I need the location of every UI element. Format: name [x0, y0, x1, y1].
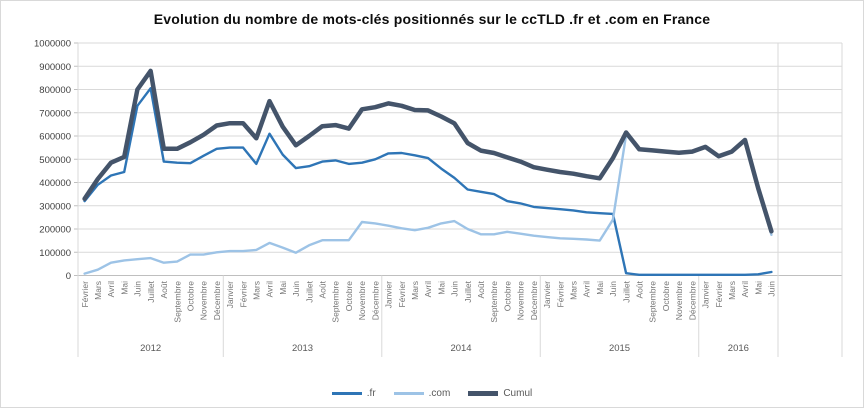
- month-label: Juin: [450, 281, 460, 297]
- y-axis-label: 900000: [39, 62, 71, 73]
- month-label: Janvier: [384, 281, 394, 309]
- month-label: Septembre: [648, 281, 658, 323]
- month-label: Février: [397, 281, 407, 308]
- month-label: Novembre: [357, 281, 367, 320]
- series-line-com: [83, 133, 773, 275]
- year-label: 2015: [609, 343, 630, 354]
- month-label: Juillet: [621, 280, 631, 302]
- series-line-Cumul: [82, 68, 774, 234]
- y-axis-label: 100000: [39, 248, 71, 259]
- month-label: Février: [555, 281, 565, 308]
- month-label: Juin: [608, 281, 618, 297]
- month-label: Juin: [133, 281, 143, 297]
- month-label: Juin: [767, 281, 777, 297]
- year-label: 2016: [728, 343, 749, 354]
- month-label: Septembre: [172, 281, 182, 323]
- com-line-swatch: [393, 392, 424, 395]
- y-axis-label: 200000: [39, 225, 71, 236]
- year-label: 2013: [292, 343, 313, 354]
- month-label: Avril: [582, 281, 592, 297]
- legend-item-cumul: Cumul: [468, 388, 532, 399]
- legend-label-cumul: Cumul: [503, 388, 533, 399]
- year-label: 2012: [140, 343, 161, 354]
- month-label: Avril: [106, 281, 116, 297]
- month-label: Novembre: [199, 281, 209, 320]
- legend-label-com: .com: [428, 388, 451, 399]
- series-line-fr: [83, 87, 773, 276]
- month-label: Octobre: [185, 281, 195, 312]
- month-label: Septembre: [489, 281, 499, 323]
- month-label: Décembre: [212, 281, 222, 320]
- y-axis-label: 1000000: [34, 39, 71, 50]
- y-axis-label: 500000: [39, 155, 71, 166]
- chart-legend: .fr .com Cumul: [1, 388, 863, 399]
- month-label: Mars: [410, 281, 420, 300]
- month-label: Avril: [265, 281, 275, 297]
- month-label: Juin: [291, 281, 301, 297]
- legend-label-fr: .fr: [366, 388, 376, 399]
- month-label: Janvier: [225, 281, 235, 309]
- month-label: Janvier: [701, 281, 711, 309]
- month-label: Mars: [568, 281, 578, 300]
- cumul-line-swatch: [468, 391, 499, 396]
- month-label: Avril: [740, 281, 750, 297]
- month-label: Décembre: [687, 281, 697, 320]
- month-label: Mai: [595, 281, 605, 295]
- month-label: Juillet: [463, 280, 473, 302]
- month-label: Octobre: [661, 281, 671, 312]
- legend-item-fr: .fr: [331, 388, 376, 399]
- month-label: Novembre: [516, 281, 526, 320]
- month-label: Septembre: [331, 281, 341, 323]
- legend-item-com: .com: [393, 388, 451, 399]
- year-label: 2014: [450, 343, 471, 354]
- month-label: Mai: [753, 281, 763, 295]
- month-label: Août: [159, 280, 169, 298]
- month-label: Décembre: [370, 281, 380, 320]
- month-label: Octobre: [502, 281, 512, 312]
- month-label: Mars: [727, 281, 737, 300]
- month-label: Juillet: [304, 280, 314, 302]
- month-label: Août: [318, 280, 328, 298]
- month-label: Février: [238, 281, 248, 308]
- month-label: Janvier: [542, 281, 552, 309]
- month-label: Novembre: [674, 281, 684, 320]
- month-label: Mai: [436, 281, 446, 295]
- y-axis-label: 700000: [39, 108, 71, 119]
- chart-title: Evolution du nombre de mots-clés positio…: [153, 11, 711, 27]
- y-axis-label: 800000: [39, 85, 71, 96]
- month-label: Mai: [278, 281, 288, 295]
- fr-line-swatch: [331, 392, 362, 395]
- month-label: Juillet: [146, 280, 156, 302]
- month-label: Mars: [252, 281, 262, 300]
- month-label: Février: [714, 281, 724, 308]
- month-label: Mars: [93, 281, 103, 300]
- month-label: Avril: [423, 281, 433, 297]
- y-axis-label: 600000: [39, 132, 71, 143]
- month-label: Février: [80, 281, 90, 308]
- month-label: Octobre: [344, 281, 354, 312]
- y-axis-label: 400000: [39, 178, 71, 189]
- month-label: Août: [635, 280, 645, 298]
- month-label: Août: [476, 280, 486, 298]
- month-label: Mai: [119, 281, 129, 295]
- month-label: Décembre: [529, 281, 539, 320]
- y-axis-label: 0: [66, 271, 71, 282]
- y-axis-label: 300000: [39, 201, 71, 212]
